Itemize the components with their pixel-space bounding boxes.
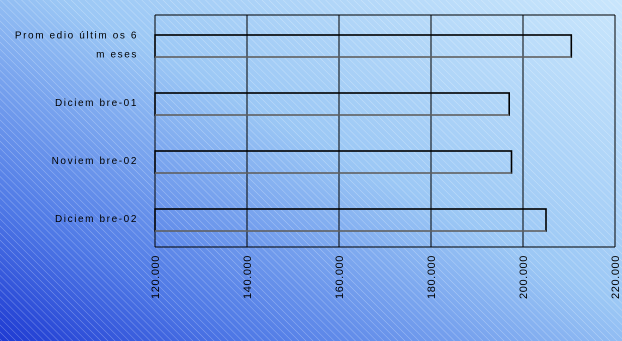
category-label: m eses (96, 50, 138, 61)
x-tick-label: 200.000 (518, 255, 530, 299)
x-tick-label: 140.000 (242, 255, 254, 299)
x-tick-label: 180.000 (426, 255, 438, 299)
x-tick-label: 120.000 (150, 255, 162, 299)
category-label: Noviem bre-02 (52, 156, 138, 167)
x-tick-label: 220.000 (610, 255, 622, 299)
category-label: Diciem bre-02 (55, 214, 138, 225)
category-label: Diciem bre-01 (55, 98, 138, 109)
category-label: Prom edio últim os 6 (15, 31, 138, 42)
x-tick-label: 160.000 (334, 255, 346, 299)
